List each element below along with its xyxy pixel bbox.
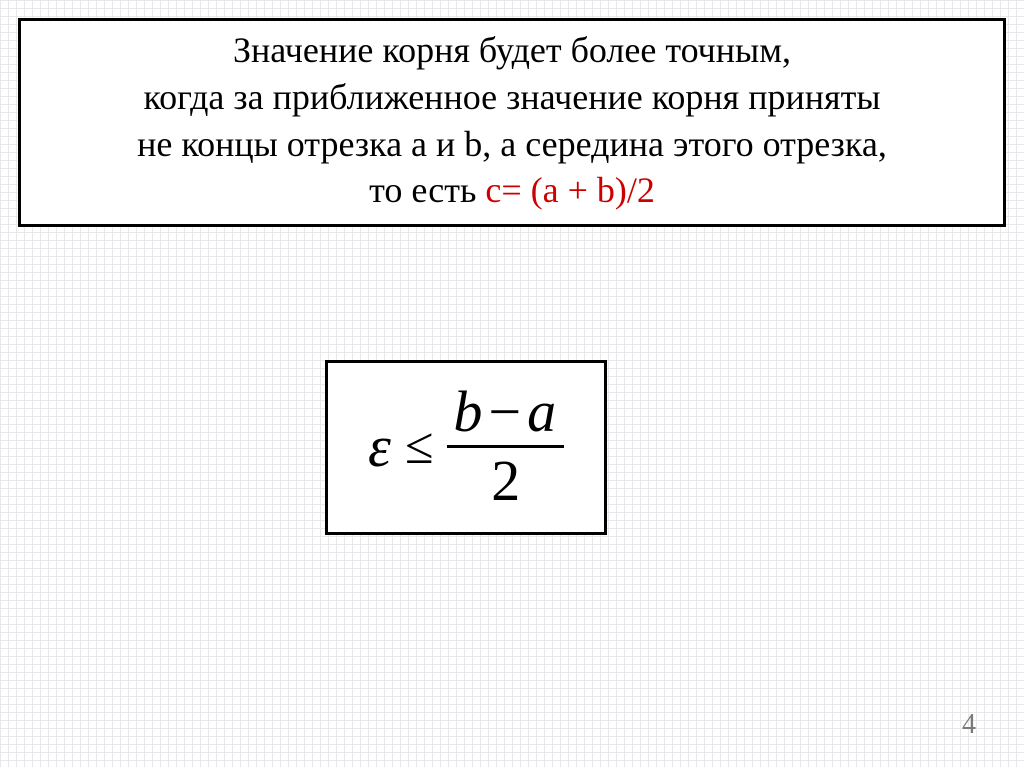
fraction-denominator: 2 bbox=[491, 448, 520, 510]
formula-inline-highlight: c= (a + b)/2 bbox=[485, 170, 655, 210]
numerator-b: b bbox=[453, 379, 484, 444]
explanation-box: Значение корня будет более точным, когда… bbox=[18, 18, 1006, 227]
text-line-3: не концы отрезка a и b, а середина этого… bbox=[31, 121, 993, 168]
text-line-4-prefix: то есть bbox=[369, 170, 485, 210]
numerator-minus: − bbox=[484, 379, 527, 444]
text-line-4: то есть c= (a + b)/2 bbox=[31, 167, 993, 214]
page-number: 4 bbox=[962, 709, 976, 741]
text-line-1: Значение корня будет более точным, bbox=[31, 27, 993, 74]
error-bound-formula: ε ≤ b−a 2 bbox=[368, 383, 564, 510]
fraction-numerator: b−a bbox=[447, 383, 564, 445]
leq-symbol: ≤ bbox=[405, 421, 434, 473]
numerator-a: a bbox=[527, 379, 558, 444]
formula-box: ε ≤ b−a 2 bbox=[325, 360, 607, 535]
fraction: b−a 2 bbox=[447, 383, 564, 510]
text-line-2: когда за приближенное значение корня при… bbox=[31, 74, 993, 121]
epsilon-symbol: ε bbox=[368, 418, 391, 476]
